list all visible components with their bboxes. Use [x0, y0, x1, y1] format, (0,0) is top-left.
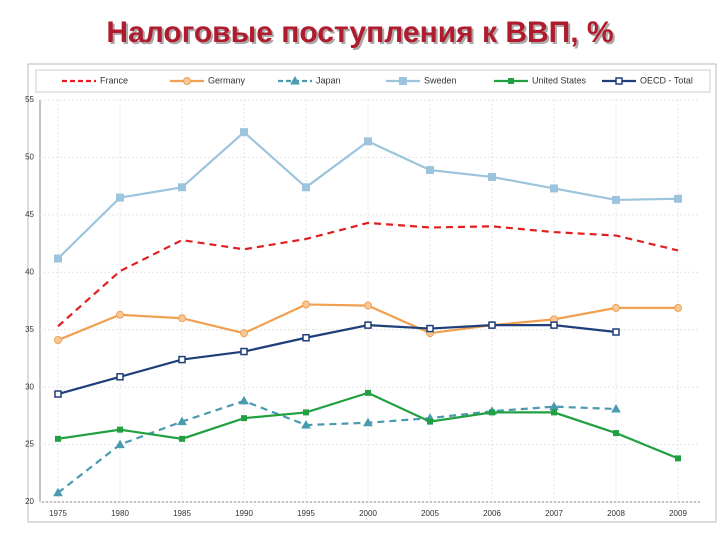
point-marker [240, 128, 248, 137]
x-tick-label: 2007 [545, 509, 563, 518]
plot-frame [27, 63, 717, 523]
point-marker [489, 409, 495, 416]
point-marker [54, 390, 62, 398]
point-marker [241, 415, 247, 422]
legend-marker [399, 77, 407, 85]
x-tick-label: 2000 [359, 509, 377, 518]
point-marker [426, 324, 434, 333]
point-marker [116, 193, 124, 202]
point-marker [675, 455, 681, 462]
legend-marker [290, 75, 300, 85]
point-marker [364, 301, 372, 310]
point-marker [488, 321, 496, 329]
legend-box [35, 69, 711, 93]
x-tick-label: 2009 [669, 509, 687, 518]
x-tick-label: 1975 [49, 509, 67, 518]
point-marker [364, 137, 372, 146]
x-tick-label: 1995 [297, 509, 315, 518]
series-line [57, 324, 617, 396]
series-line [57, 221, 679, 328]
point-marker [674, 303, 682, 312]
point-marker [674, 194, 682, 203]
x-tick-label: 2005 [421, 509, 439, 518]
point-marker [301, 420, 311, 429]
point-marker [426, 166, 434, 175]
point-marker [427, 418, 433, 425]
point-marker [302, 334, 310, 342]
point-marker [240, 347, 248, 356]
legend-label: United States [532, 75, 587, 85]
y-tick-label: 55 [25, 95, 34, 104]
legend-label: OECD - Total [640, 75, 693, 85]
point-marker [612, 303, 620, 312]
point-marker [612, 328, 620, 336]
point-marker [550, 321, 558, 329]
point-marker [364, 321, 372, 329]
point-marker [54, 336, 62, 345]
point-marker [612, 195, 620, 204]
point-marker [302, 183, 310, 192]
title-shadow: Налоговые поступления к ВВП, % [108, 18, 615, 51]
point-marker [613, 430, 619, 437]
point-marker [179, 435, 185, 442]
point-marker [177, 416, 187, 426]
legend-marker [508, 78, 514, 84]
point-marker [551, 409, 557, 416]
point-marker [178, 314, 186, 323]
chart-title: Налоговые поступления к ВВП, % [106, 16, 613, 49]
point-marker [116, 310, 124, 319]
y-tick-label: 35 [25, 325, 34, 334]
point-marker [53, 487, 63, 497]
point-marker [550, 184, 558, 193]
point-marker [116, 373, 124, 381]
legend-label: Sweden [424, 75, 457, 85]
legend-marker [183, 77, 191, 85]
y-tick-label: 30 [25, 382, 34, 391]
x-tick-label: 1980 [111, 509, 129, 518]
x-tick-label: 2006 [483, 509, 501, 518]
legend-marker [615, 77, 623, 85]
x-tick-label: 1990 [235, 509, 253, 518]
point-marker [611, 403, 621, 413]
legend-label: Japan [316, 75, 341, 85]
point-marker [302, 300, 310, 309]
point-marker [54, 254, 62, 263]
point-marker [117, 426, 123, 433]
y-tick-label: 40 [25, 267, 34, 276]
y-tick-label: 20 [25, 497, 34, 506]
point-marker [55, 435, 61, 442]
point-marker [239, 395, 249, 405]
point-marker [365, 389, 371, 396]
y-tick-label: 25 [25, 440, 34, 449]
series-line [57, 399, 617, 494]
legend-label: France [100, 75, 128, 85]
point-marker [303, 409, 309, 416]
point-marker [363, 417, 373, 427]
y-tick-label: 50 [25, 153, 34, 162]
legend-label: Germany [208, 75, 246, 85]
point-marker [240, 329, 248, 338]
x-tick-label: 2008 [607, 509, 625, 518]
point-marker [178, 355, 186, 364]
point-marker [115, 439, 125, 449]
y-tick-label: 45 [25, 210, 34, 219]
point-marker [178, 183, 186, 192]
point-marker [488, 172, 496, 181]
x-tick-label: 1985 [173, 509, 191, 518]
